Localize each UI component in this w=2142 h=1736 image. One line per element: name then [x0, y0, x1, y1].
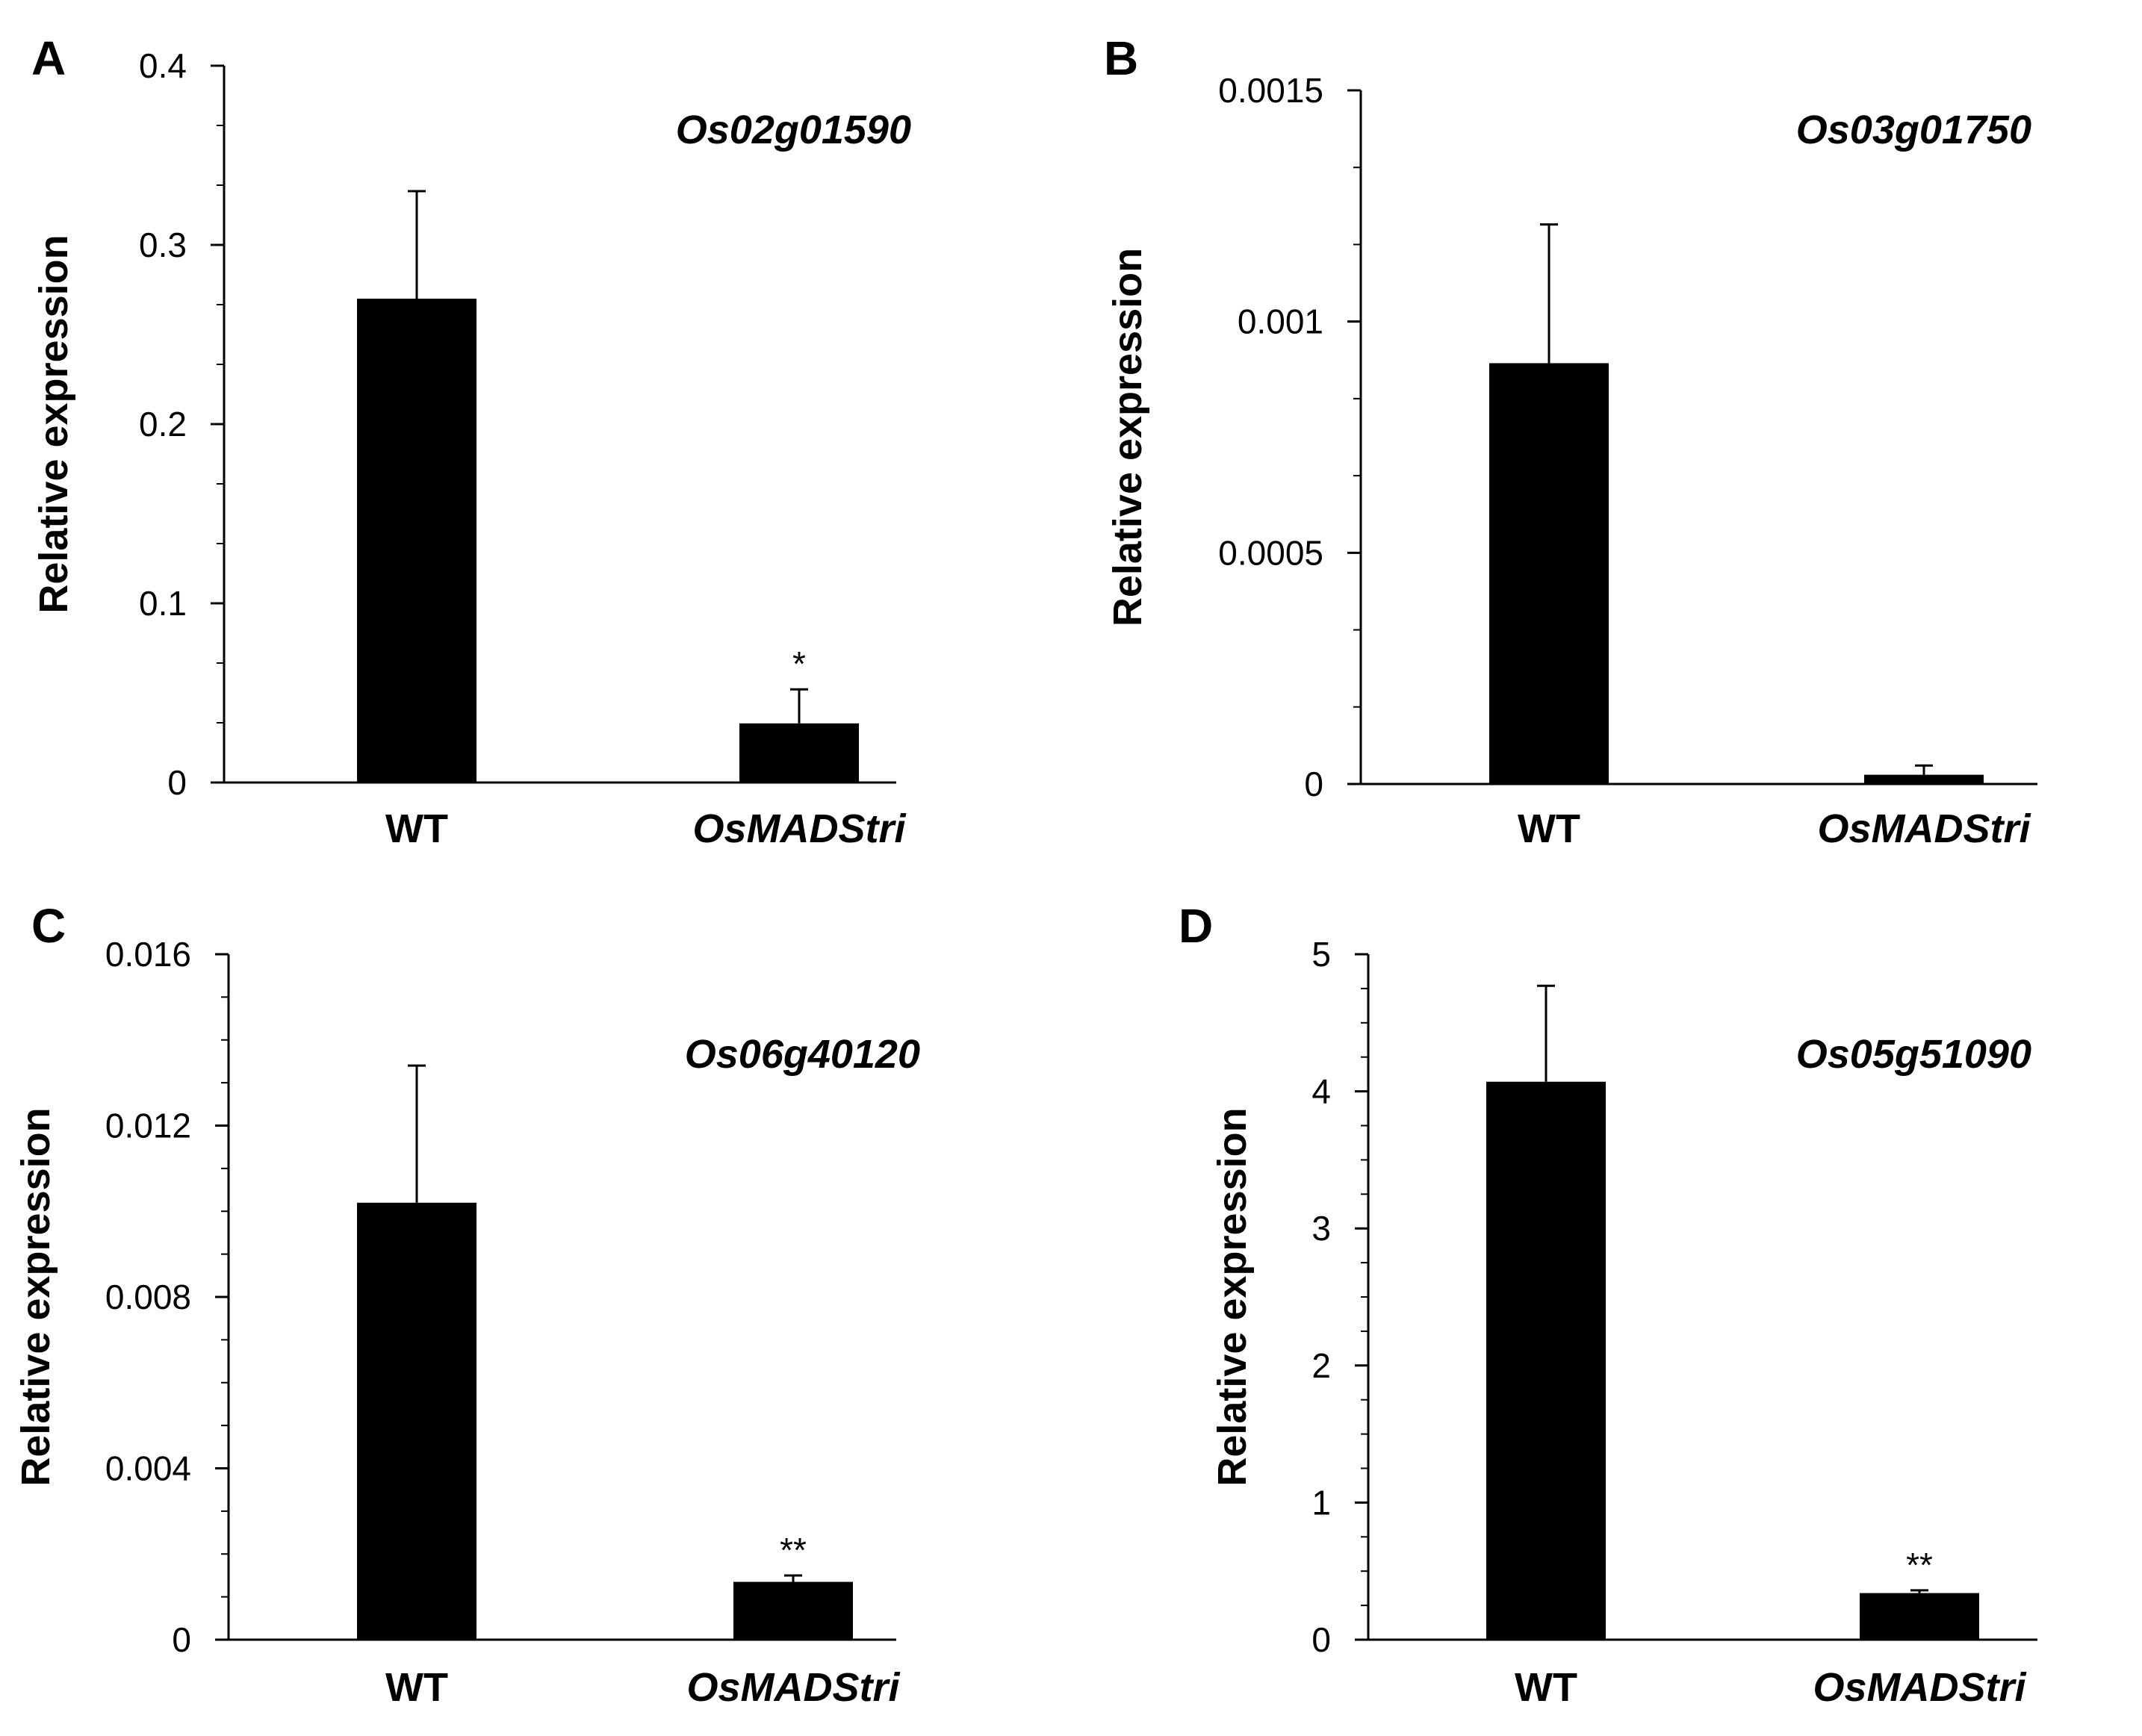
bar-wt — [1486, 1081, 1606, 1640]
y-axis-label: Relative expression — [1210, 1107, 1255, 1486]
panel-a: A 0 0.1 0.2 0.3 0.4 Relative expression Os02g01… — [31, 31, 911, 851]
chart-title: Os05g51090 — [1796, 1032, 2031, 1077]
panel-letter: D — [1179, 899, 1213, 953]
bar-osmadstri — [1860, 1593, 1979, 1640]
chart-title: Os03g01750 — [1796, 108, 2031, 152]
y-tick-label: 0.008 — [105, 1278, 191, 1316]
y-tick-label: 2 — [1311, 1346, 1331, 1385]
y-tick-label: 0 — [1311, 1620, 1331, 1659]
y-axis-label: Relative expression — [31, 234, 76, 613]
y-tick-label: 0 — [172, 1620, 191, 1659]
bar-wt — [357, 299, 476, 783]
y-tick-label: 5 — [1311, 935, 1331, 974]
y-tick-label: 0 — [167, 763, 187, 802]
y-tick-label: 4 — [1311, 1072, 1331, 1111]
x-category-label: WT — [1515, 1665, 1577, 1710]
panel-d: D 0 1 2 3 4 5 Relative expression Os05g51090 WT **… — [1179, 899, 2037, 1710]
y-tick-label: 3 — [1311, 1209, 1331, 1248]
y-axis-label: Relative expression — [13, 1107, 58, 1486]
significance-marker: ** — [1906, 1546, 1933, 1584]
y-tick-label: 0.0015 — [1218, 71, 1323, 110]
y-tick-label: 0.012 — [105, 1107, 191, 1145]
y-tick-label: 0.0005 — [1218, 533, 1323, 572]
x-category-label: OsMADStri — [1813, 1665, 2026, 1710]
x-category-label: OsMADStri — [692, 806, 906, 851]
y-tick-label: 0.016 — [105, 935, 191, 974]
bar-osmadstri — [733, 1581, 853, 1640]
significance-marker: ** — [780, 1531, 807, 1569]
chart-title: Os02g01590 — [676, 108, 911, 152]
y-tick-label: 0.004 — [105, 1449, 191, 1488]
x-category-label: WT — [385, 1665, 448, 1710]
y-tick-label: 0.001 — [1238, 302, 1323, 341]
x-category-label: WT — [1518, 806, 1580, 851]
x-category-label: OsMADStri — [686, 1665, 900, 1710]
x-category-label: OsMADStri — [1817, 806, 2031, 851]
panel-b: B 0 0.0005 0.001 0.0015 Relative expression Os… — [1104, 31, 2037, 851]
bar-wt — [357, 1202, 476, 1640]
y-tick-label: 0.4 — [139, 46, 187, 85]
bar-osmadstri — [1864, 774, 1984, 784]
y-tick-label: 0.2 — [139, 405, 187, 444]
y-tick-label: 0 — [1304, 765, 1323, 803]
panel-letter: A — [31, 31, 66, 85]
panel-letter: B — [1104, 31, 1138, 85]
y-tick-label: 0.1 — [139, 584, 187, 623]
panel-c: C 0 0.004 0.008 0.012 0.016 Relative expressio… — [13, 899, 920, 1710]
y-tick-label: 1 — [1311, 1483, 1331, 1522]
chart-title: Os06g40120 — [685, 1032, 920, 1077]
bar-wt — [1489, 363, 1609, 784]
y-tick-label: 0.3 — [139, 225, 187, 264]
x-category-label: WT — [385, 806, 448, 851]
bar-osmadstri — [739, 723, 859, 783]
significance-marker: * — [792, 644, 806, 683]
panel-letter: C — [31, 899, 66, 953]
y-axis-label: Relative expression — [1105, 248, 1150, 626]
